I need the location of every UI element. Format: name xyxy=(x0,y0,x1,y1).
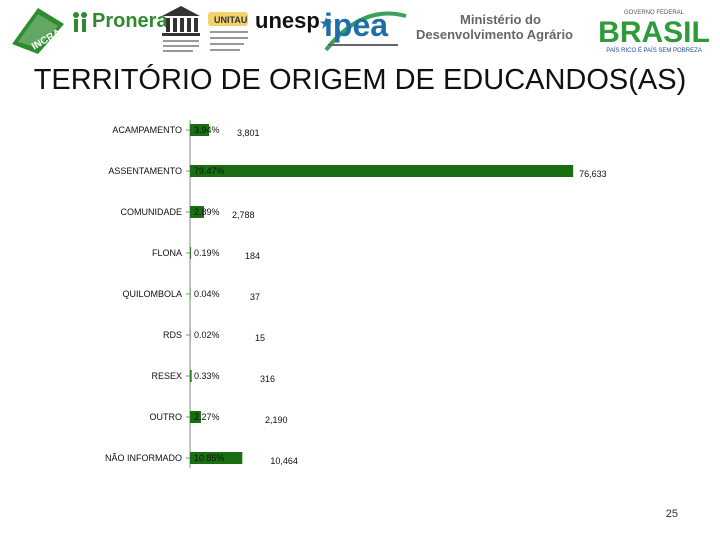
unesp-logo: unesp★ xyxy=(255,8,333,33)
page-title: TERRITÓRIO DE ORIGEM DE EDUCANDOS(AS) xyxy=(33,64,687,96)
value-label: 37 xyxy=(250,292,260,302)
bar-8 xyxy=(190,452,243,464)
value-label: 316 xyxy=(260,374,275,384)
category-label: COMUNIDADE xyxy=(120,207,182,217)
category-label: RDS xyxy=(163,330,182,340)
mda-line1: Ministério do xyxy=(460,12,541,27)
unitau-wordmark: UNITAU xyxy=(214,15,247,25)
pronera-wordmark: Pronera xyxy=(92,10,168,32)
brasil-slogan: PAÍS RICO É PAÍS SEM POBREZA xyxy=(606,47,701,54)
ipea-wordmark: ipea xyxy=(324,7,388,43)
category-label: QUILOMBOLA xyxy=(122,289,182,299)
brasil-logo: GOVERNO FEDERAL BRASIL PAÍS RICO É PAÍS … xyxy=(598,10,710,54)
percent-label: 0.19% xyxy=(194,248,220,258)
value-label: 15 xyxy=(255,333,265,343)
brasil-wordmark: BRASIL xyxy=(598,16,710,49)
value-label: 10,464 xyxy=(270,456,298,466)
unitau-logo: UNITAU xyxy=(208,12,248,51)
value-label: 2,190 xyxy=(265,415,288,425)
percent-label: 10.85% xyxy=(194,453,225,463)
bar-1 xyxy=(190,165,574,177)
percent-label: 2.89% xyxy=(194,207,220,217)
category-label: NÃO INFORMADO xyxy=(105,453,182,463)
bar-6 xyxy=(190,370,192,382)
bar-2 xyxy=(190,206,204,218)
incra-logo: INCRA xyxy=(12,8,64,54)
percent-label: 0.02% xyxy=(194,330,220,340)
percent-label: 3.94% xyxy=(194,125,220,135)
bar-5 xyxy=(190,329,191,341)
header-logo-strip: INCRA Pronera UNITAU unesp★ xyxy=(0,0,720,62)
bar-3 xyxy=(190,247,191,259)
ipea-badge: ipea xyxy=(324,7,407,52)
value-label: 3,801 xyxy=(237,128,260,138)
category-label: ASSENTAMENTO xyxy=(108,166,182,176)
mda-line2: Desenvolvimento Agrário xyxy=(416,27,574,42)
bar-0 xyxy=(190,124,210,136)
bar-7 xyxy=(190,411,201,423)
value-label: 76,633 xyxy=(579,169,607,179)
unesp-wordmark: unesp xyxy=(255,8,320,33)
pronera-figure-icon xyxy=(73,12,87,32)
bar-4 xyxy=(190,288,191,300)
percent-label: 79.47% xyxy=(194,166,225,176)
percent-label: 2.27% xyxy=(194,412,220,422)
value-label: 184 xyxy=(245,251,260,261)
category-label: FLONA xyxy=(152,248,182,258)
page-number: 25 xyxy=(665,508,678,520)
value-label: 2,788 xyxy=(232,210,255,220)
percent-label: 0.33% xyxy=(194,371,220,381)
percent-label: 0.04% xyxy=(194,289,220,299)
pronera-logo: Pronera xyxy=(70,10,168,33)
category-label: RESEX xyxy=(151,371,182,381)
ipea-logo: ipea xyxy=(322,2,408,59)
category-label: OUTRO xyxy=(150,412,183,422)
unesco-logo xyxy=(162,6,200,52)
mda-logo: Ministério do Desenvolvimento Agrário xyxy=(416,12,573,42)
brasil-top-text: GOVERNO FEDERAL xyxy=(624,10,685,16)
category-label: ACAMPAMENTO xyxy=(112,125,182,135)
